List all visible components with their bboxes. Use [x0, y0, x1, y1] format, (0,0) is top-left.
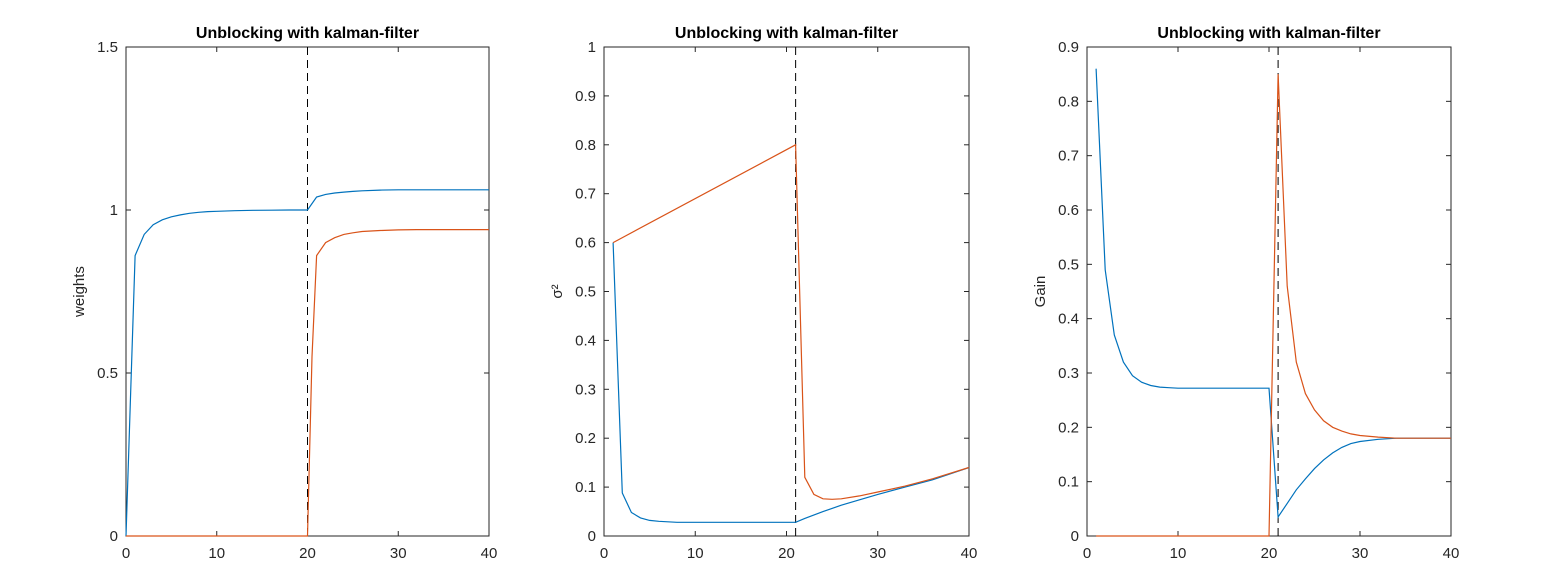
y-tick-label: 0.7: [575, 186, 596, 203]
y-tick-label: 0.5: [97, 365, 118, 382]
y-tick-label: 0.5: [1058, 256, 1079, 273]
x-tick-label: 10: [208, 545, 225, 562]
y-tick-label: 0.2: [575, 430, 596, 447]
y-tick-label: 1: [588, 39, 596, 56]
series-2-line: [126, 229, 489, 537]
axes-box: [603, 46, 970, 537]
x-tick-label: 30: [1352, 545, 1369, 562]
x-tick-label: 0: [600, 545, 608, 562]
x-tick-label: 10: [687, 545, 704, 562]
y-tick-label: 0.3: [575, 381, 596, 398]
x-tick-label: 10: [1170, 545, 1187, 562]
y-tick-label: 0.8: [575, 137, 596, 154]
axes-box: [1086, 46, 1452, 537]
y-tick-label: 1: [110, 202, 118, 219]
x-tick-label: 30: [869, 545, 886, 562]
y-tick-label: 0.9: [575, 88, 596, 105]
chart-title: Unblocking with kalman-filter: [196, 25, 419, 42]
y-tick-label: 0.9: [1058, 39, 1079, 56]
chart-title: Unblocking with kalman-filter: [675, 25, 898, 42]
y-tick-label: 0.7: [1058, 148, 1079, 165]
y-axis-label: σ²: [549, 284, 566, 298]
chart-title: Unblocking with kalman-filter: [1157, 25, 1380, 42]
series-2-line: [1096, 74, 1451, 537]
subplot-1: 0 10 20 30 40 0 0.5 1 1.5 Unblocking with kalman-…: [71, 25, 497, 562]
series-1-line: [1095, 68, 1451, 519]
y-tick-label: 0.4: [575, 332, 596, 349]
axes-box: [125, 46, 490, 537]
y-tick-label: 0.4: [1058, 311, 1079, 328]
x-tick-label: 40: [481, 545, 498, 562]
x-tick-label: 40: [1443, 545, 1460, 562]
y-axis-label: weights: [71, 266, 88, 318]
subplot-3: 0 10 20 30 40 0 0.1 0.2 0.3 0.4 0.5 0.6 0.7 0.8 0.9 Unb…: [1032, 25, 1459, 562]
x-tick-label: 20: [1261, 545, 1278, 562]
y-tick-label: 1.5: [97, 39, 118, 56]
x-tick-label: 20: [299, 545, 316, 562]
y-tick-label: 0: [1071, 528, 1079, 545]
y-tick-label: 0.3: [1058, 365, 1079, 382]
y-axis-label: Gain: [1032, 276, 1049, 308]
y-tick-label: 0.6: [1058, 202, 1079, 219]
x-tick-label: 0: [122, 545, 130, 562]
x-tick-label: 20: [778, 545, 795, 562]
x-tick-label: 30: [390, 545, 407, 562]
x-tick-label: 40: [961, 545, 978, 562]
y-tick-label: 0.1: [575, 479, 596, 496]
series-2-line: [612, 143, 970, 500]
series-1-line: [612, 242, 970, 523]
y-tick-label: 0: [588, 528, 596, 545]
y-tick-label: 0.2: [1058, 419, 1079, 436]
series-1-line: [125, 189, 489, 537]
x-tick-label: 0: [1083, 545, 1091, 562]
y-tick-label: 0.5: [575, 284, 596, 301]
y-tick-label: 0.1: [1058, 474, 1079, 491]
y-tick-label: 0.8: [1058, 93, 1079, 110]
y-tick-label: 0.6: [575, 235, 596, 252]
y-tick-label: 0: [110, 528, 118, 545]
subplot-2: 0 10 20 30 40 0 0.1 0.2 0.3 0.4 0.5 0.6 0.7 0.8 0.9 1 Un…: [549, 25, 977, 562]
